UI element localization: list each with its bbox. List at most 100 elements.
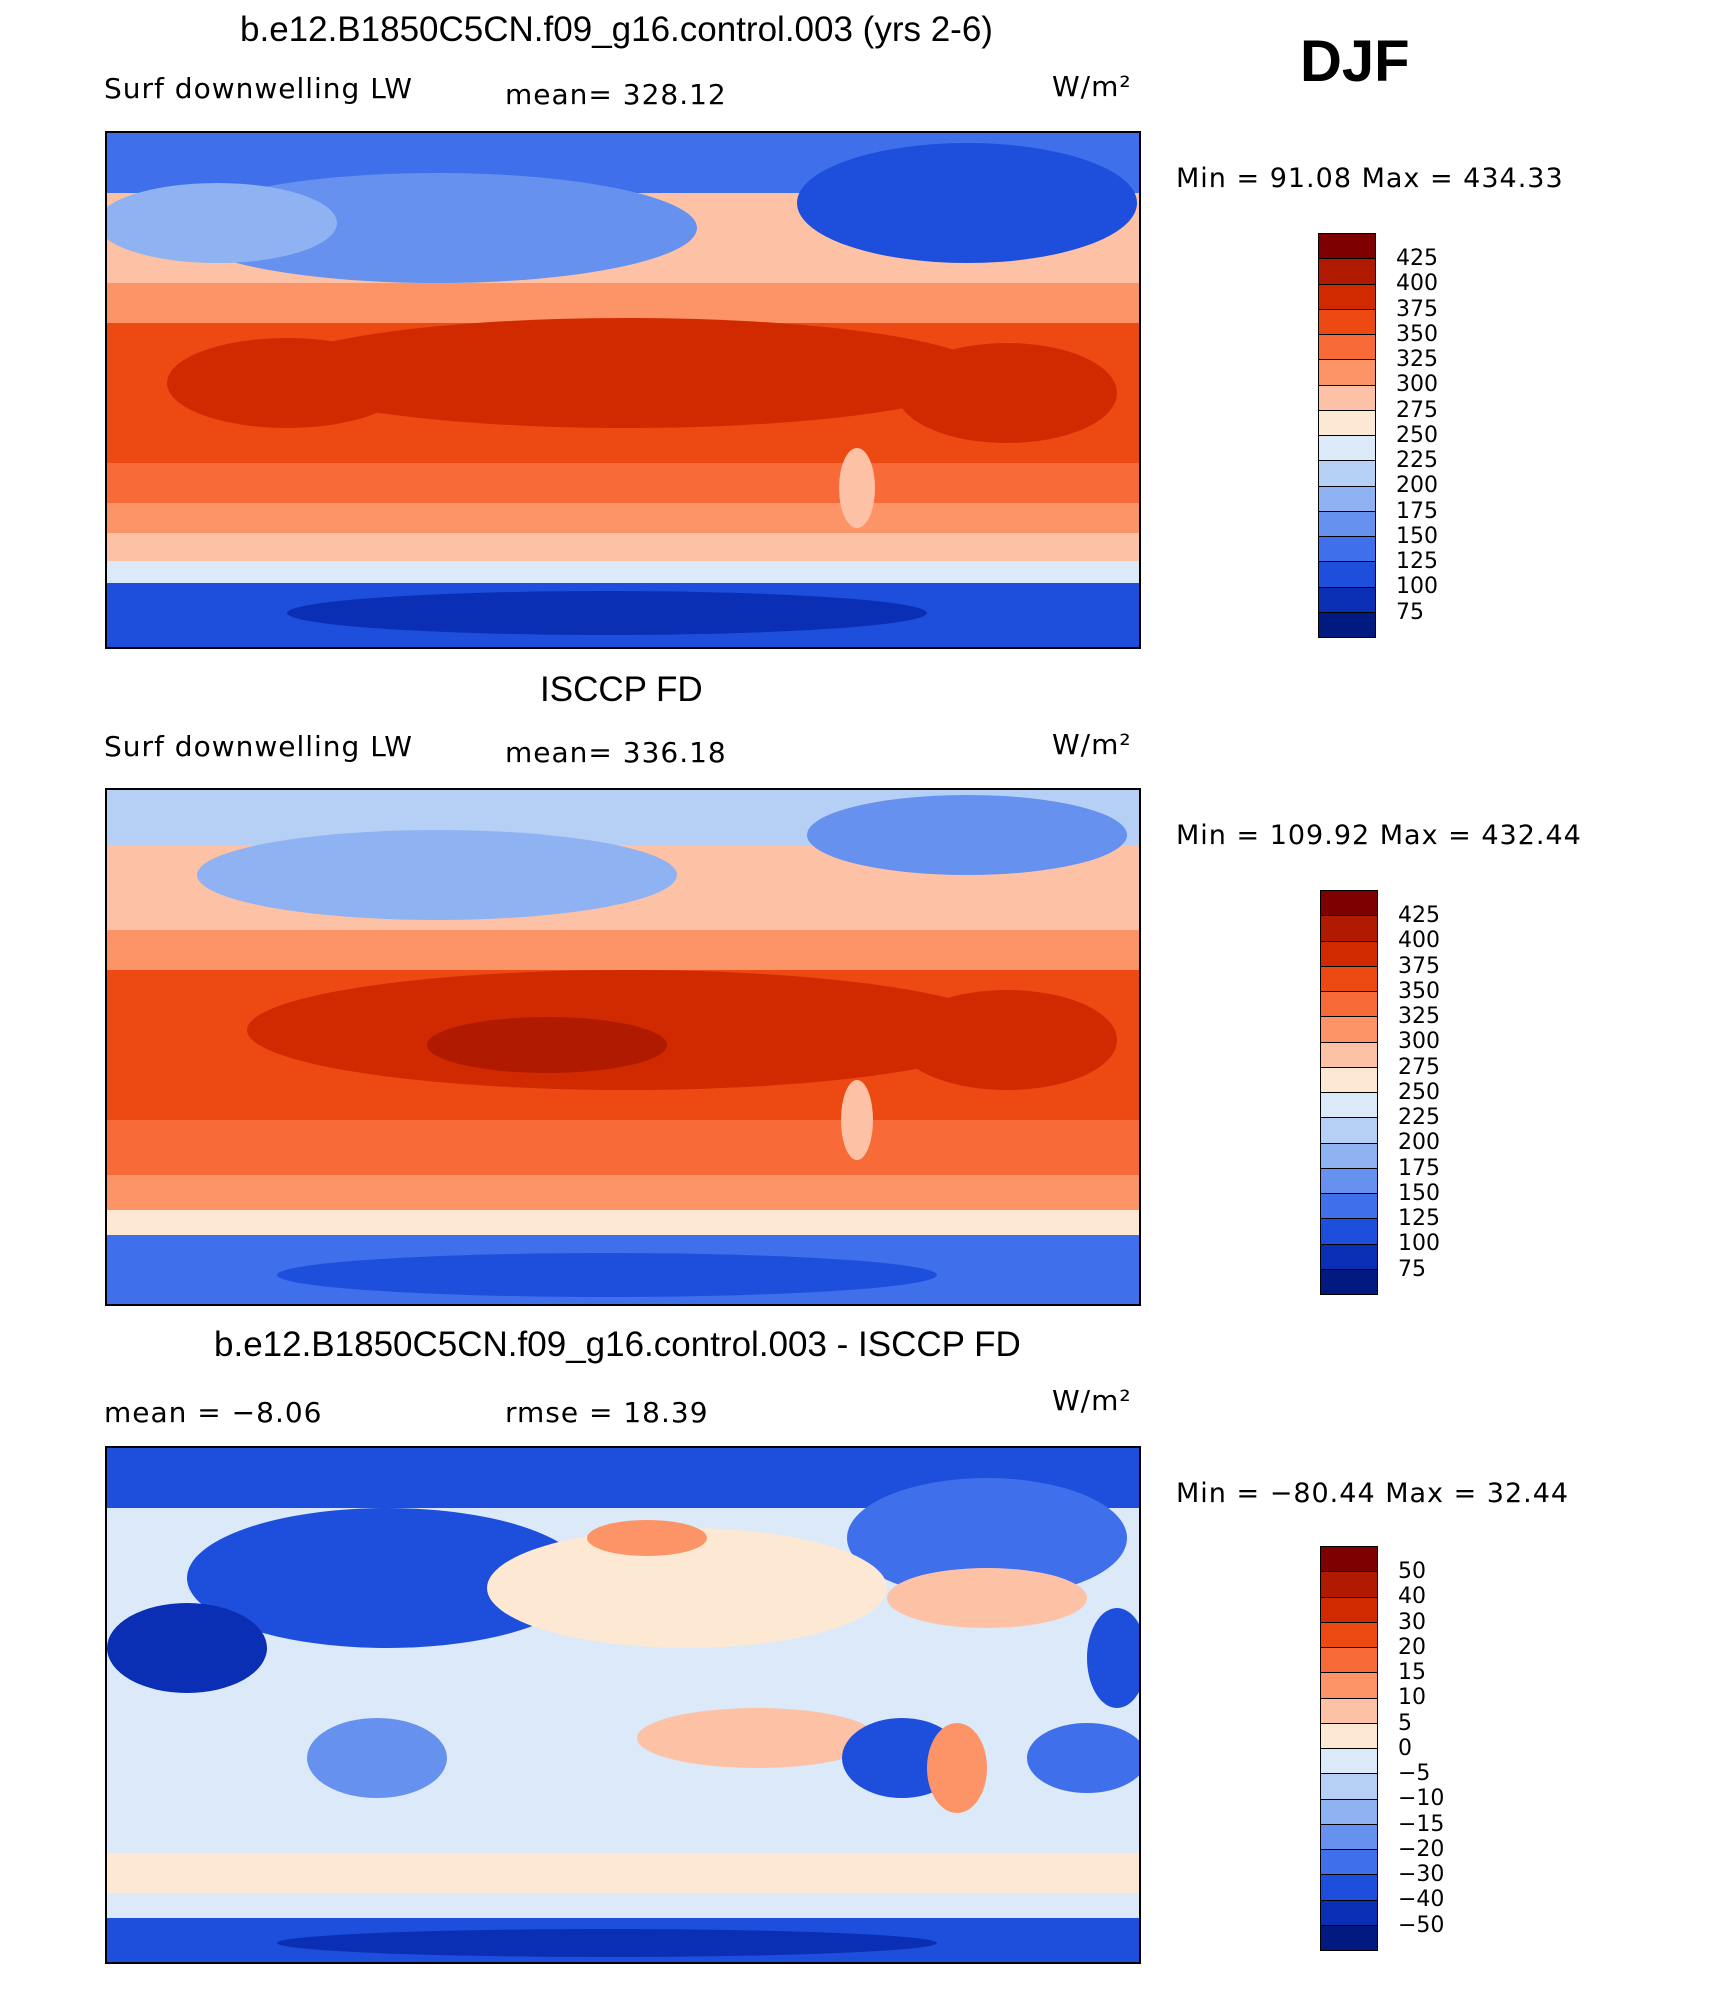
panel-1-colorbar-swatch xyxy=(1318,384,1376,411)
panel-2-colorbar-swatch xyxy=(1320,1142,1378,1169)
panel-3-colorbar-tick-label: 15 xyxy=(1398,1660,1426,1685)
panel-3-colorbar-swatch xyxy=(1320,1849,1378,1876)
panel-2-colorbar-tick-label: 250 xyxy=(1398,1079,1440,1105)
panel-3-colorbar-swatch xyxy=(1320,1773,1378,1800)
panel-1-colorbar-swatch xyxy=(1318,258,1376,285)
panel-3-colorbar-tick-label: 0 xyxy=(1398,1735,1412,1761)
panel-2-units: W/m² xyxy=(1052,728,1132,761)
panel-2-colorbar-swatch xyxy=(1320,1167,1378,1194)
panel-1-title: b.e12.B1850C5CN.f09_g16.control.003 (yrs… xyxy=(240,10,993,49)
panel-1-colorbar-tick-label: 375 xyxy=(1396,296,1438,322)
panel-3-colorbar-tick-label: −10 xyxy=(1398,1786,1445,1812)
panel-1-colorbar-tick-label: 425 xyxy=(1396,246,1438,271)
panel-1-colorbar-swatch xyxy=(1318,510,1376,537)
panel-1-colorbar-swatch xyxy=(1318,359,1376,386)
panel-3-colorbar-tick-label: −40 xyxy=(1398,1887,1445,1913)
panel-2-colorbar-swatch xyxy=(1320,915,1378,942)
panel-2-colorbar-tick-label: 350 xyxy=(1398,978,1440,1004)
panel-3-colorbar-swatch xyxy=(1320,1571,1378,1598)
panel-1-colorbar-swatch xyxy=(1318,536,1376,563)
panel-1-mean: mean= 328.12 xyxy=(505,78,727,111)
panel-3-minmax: Min = −80.44 Max = 32.44 xyxy=(1176,1478,1570,1509)
panel-3-rmse: rmse = 18.39 xyxy=(505,1396,709,1429)
panel-1-colorbar-tick-label: 200 xyxy=(1396,473,1438,499)
panel-2-colorbar-tick-label: 100 xyxy=(1398,1231,1440,1257)
panel-3-colorbar-swatch xyxy=(1320,1899,1378,1926)
panel-3-colorbar-swatch xyxy=(1320,1874,1378,1901)
panel-1-variable: Surf downwelling LW xyxy=(104,72,413,105)
panel-2-colorbar-swatch xyxy=(1320,965,1378,992)
panel-3-colorbar-tick-label: −20 xyxy=(1398,1836,1445,1862)
panel-2-title: ISCCP FD xyxy=(540,670,703,709)
panel-2-colorbar-tick-label: 150 xyxy=(1398,1180,1440,1206)
panel-3-colorbar-swatch xyxy=(1320,1596,1378,1623)
season-label: DJF xyxy=(1300,29,1410,94)
panel-3-colorbar-swatch xyxy=(1320,1748,1378,1775)
panel-1-colorbar-tick-label: 275 xyxy=(1396,397,1438,423)
panel-1-colorbar-tick-label: 100 xyxy=(1396,574,1438,600)
panel-2-colorbar-tick-label: 275 xyxy=(1398,1054,1440,1080)
panel-1-colorbar-swatch xyxy=(1318,435,1376,462)
panel-3-colorbar-tick-label: −5 xyxy=(1398,1761,1431,1786)
panel-1-colorbar-swatch xyxy=(1318,485,1376,512)
panel-3-colorbar-tick-label: −15 xyxy=(1398,1811,1445,1837)
panel-1-colorbar xyxy=(1318,233,1378,638)
panel-1-colorbar-swatch xyxy=(1318,460,1376,487)
panel-3-map xyxy=(105,1446,1141,1964)
panel-2-colorbar-tick-label: 300 xyxy=(1398,1029,1440,1055)
panel-1-colorbar-swatch xyxy=(1318,561,1376,588)
panel-3-colorbar-swatch xyxy=(1320,1823,1378,1850)
panel-3-colorbar-swatch xyxy=(1320,1722,1378,1749)
panel-3-colorbar xyxy=(1320,1546,1380,1951)
panel-1-colorbar-swatch xyxy=(1318,611,1376,638)
panel-2-colorbar-swatch xyxy=(1320,1193,1378,1220)
panel-1-colorbar-tick-label: 125 xyxy=(1396,549,1438,574)
panel-3-colorbar-swatch xyxy=(1320,1924,1378,1951)
panel-3-colorbar-swatch xyxy=(1320,1798,1378,1825)
panel-2-map xyxy=(105,788,1141,1306)
panel-2-colorbar-tick-label: 200 xyxy=(1398,1130,1440,1156)
panel-2-colorbar-tick-label: 75 xyxy=(1398,1256,1426,1282)
panel-2-colorbar-swatch xyxy=(1320,1041,1378,1068)
panel-1-units: W/m² xyxy=(1052,70,1132,103)
panel-2-variable: Surf downwelling LW xyxy=(104,730,413,763)
panel-1-colorbar-swatch xyxy=(1318,233,1376,260)
panel-1-colorbar-tick-label: 300 xyxy=(1396,372,1438,398)
panel-1-colorbar-swatch xyxy=(1318,586,1376,613)
panel-3-colorbar-tick-label: 5 xyxy=(1398,1710,1412,1736)
panel-2-colorbar-tick-label: 425 xyxy=(1398,903,1440,928)
panel-1-colorbar-swatch xyxy=(1318,409,1376,436)
panel-3-colorbar-tick-label: 30 xyxy=(1398,1609,1426,1635)
panel-2-colorbar-swatch xyxy=(1320,1243,1378,1270)
panel-3-colorbar-tick-label: 10 xyxy=(1398,1685,1426,1711)
panel-1-colorbar-tick-label: 325 xyxy=(1396,347,1438,372)
panel-2-colorbar-swatch xyxy=(1320,991,1378,1018)
panel-2-colorbar-tick-label: 375 xyxy=(1398,953,1440,979)
panel-3-colorbar-swatch xyxy=(1320,1647,1378,1674)
panel-2-minmax: Min = 109.92 Max = 432.44 xyxy=(1176,820,1582,851)
panel-3-colorbar-tick-label: 50 xyxy=(1398,1559,1426,1584)
panel-3-title: b.e12.B1850C5CN.f09_g16.control.003 - IS… xyxy=(214,1325,1021,1364)
panel-1-colorbar-tick-label: 400 xyxy=(1396,271,1438,297)
panel-3-mean: mean = −8.06 xyxy=(104,1396,323,1429)
panel-1-colorbar-swatch xyxy=(1318,308,1376,335)
panel-2-colorbar-swatch xyxy=(1320,1066,1378,1093)
panel-1-colorbar-swatch xyxy=(1318,283,1376,310)
panel-3-colorbar-tick-label: 20 xyxy=(1398,1634,1426,1660)
panel-2-colorbar-swatch xyxy=(1320,1117,1378,1144)
panel-3-colorbar-tick-label: −50 xyxy=(1398,1912,1445,1938)
panel-1-colorbar-tick-label: 175 xyxy=(1396,498,1438,524)
panel-2-colorbar-swatch xyxy=(1320,1092,1378,1119)
panel-3-colorbar-swatch xyxy=(1320,1546,1378,1573)
panel-1-map xyxy=(105,131,1141,649)
panel-2-colorbar-swatch xyxy=(1320,940,1378,967)
panel-2-colorbar-swatch xyxy=(1320,1218,1378,1245)
panel-1-colorbar-tick-label: 250 xyxy=(1396,422,1438,448)
panel-3-colorbar-tick-label: 40 xyxy=(1398,1584,1426,1610)
panel-2-colorbar-tick-label: 175 xyxy=(1398,1155,1440,1181)
panel-1-colorbar-tick-label: 150 xyxy=(1396,523,1438,549)
panel-2-colorbar xyxy=(1320,890,1380,1295)
panel-1-colorbar-tick-label: 225 xyxy=(1396,448,1438,473)
panel-2-colorbar-swatch xyxy=(1320,1016,1378,1043)
